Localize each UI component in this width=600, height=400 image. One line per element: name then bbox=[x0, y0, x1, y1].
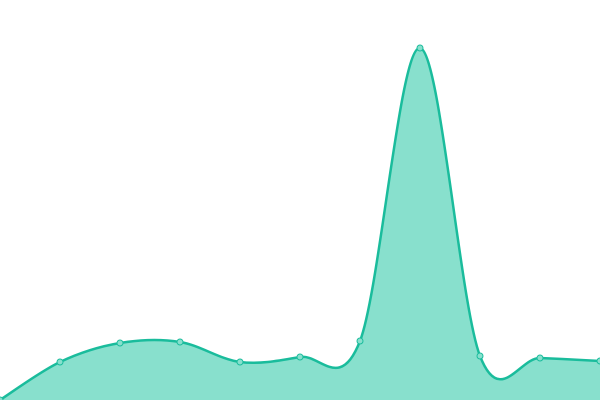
area-fill bbox=[0, 47, 600, 400]
data-point bbox=[116, 339, 124, 347]
data-point bbox=[56, 358, 64, 366]
data-point bbox=[476, 352, 484, 360]
data-point bbox=[236, 358, 244, 366]
data-point bbox=[296, 353, 304, 361]
data-point bbox=[536, 354, 544, 362]
data-point bbox=[416, 44, 424, 52]
data-point bbox=[356, 337, 364, 345]
data-point bbox=[0, 396, 4, 400]
data-point bbox=[176, 338, 184, 346]
data-point bbox=[596, 357, 600, 365]
area-line bbox=[0, 46, 600, 400]
